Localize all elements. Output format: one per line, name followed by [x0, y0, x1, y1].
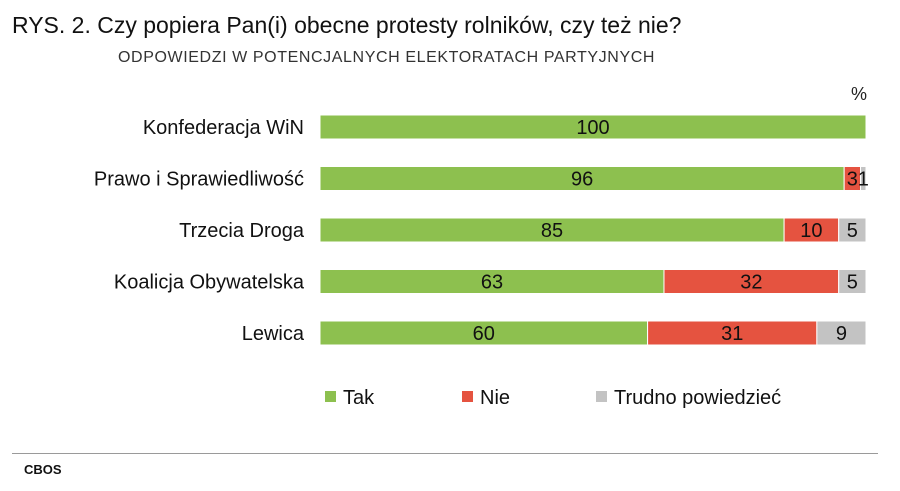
legend-label: Trudno powiedzieć — [614, 387, 781, 409]
bar-segment — [319, 166, 845, 191]
category-label: Trzecia Droga — [179, 220, 305, 242]
data-label: 5 — [847, 220, 858, 242]
data-label: 85 — [541, 220, 563, 242]
legend-label: Tak — [343, 387, 375, 409]
bar-segment — [838, 217, 867, 243]
unit-label: % — [851, 84, 868, 104]
bar-segment — [816, 320, 867, 346]
bar-segment — [860, 166, 867, 191]
bar-segment — [783, 217, 840, 243]
category-label: Prawo i Sprawiedliwość — [94, 169, 304, 191]
bar-segment — [319, 114, 867, 140]
data-label: 5 — [847, 272, 858, 294]
legend-swatch — [325, 391, 336, 402]
category-label: Konfederacja WiN — [143, 117, 304, 139]
chart-subtitle: ODPOWIEDZI W POTENCJALNYCH ELEKTORATACH … — [118, 49, 656, 66]
bar-segment — [838, 269, 867, 294]
legend-label: Nie — [480, 387, 510, 409]
data-label: 9 — [836, 323, 847, 345]
data-label: 96 — [571, 169, 593, 191]
legend-swatch — [596, 391, 607, 402]
data-label: 100 — [576, 117, 609, 139]
data-label: 3 — [847, 169, 858, 191]
source-label: CBOS — [24, 462, 62, 477]
bar-segment — [319, 320, 649, 346]
data-label: 60 — [473, 323, 495, 345]
category-label: Lewica — [242, 323, 305, 345]
bar-segment — [319, 269, 665, 294]
legend-swatch — [462, 391, 473, 402]
data-label: 32 — [740, 272, 762, 294]
category-label: Koalicja Obywatelska — [114, 272, 305, 294]
bar-segment — [663, 269, 840, 294]
data-label: 1 — [858, 169, 869, 191]
data-label: 31 — [721, 323, 743, 345]
footer-divider — [12, 453, 878, 454]
bar-segment — [647, 320, 818, 346]
data-label: 10 — [800, 220, 822, 242]
chart-title: RYS. 2. Czy popiera Pan(i) obecne protes… — [12, 12, 682, 38]
data-label: 63 — [481, 272, 503, 294]
